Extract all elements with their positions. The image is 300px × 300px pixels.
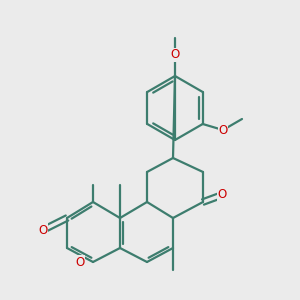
Text: O: O	[38, 224, 48, 236]
Text: O: O	[75, 256, 85, 268]
Text: O: O	[218, 188, 226, 202]
Text: O: O	[218, 124, 228, 136]
Text: O: O	[170, 49, 180, 62]
